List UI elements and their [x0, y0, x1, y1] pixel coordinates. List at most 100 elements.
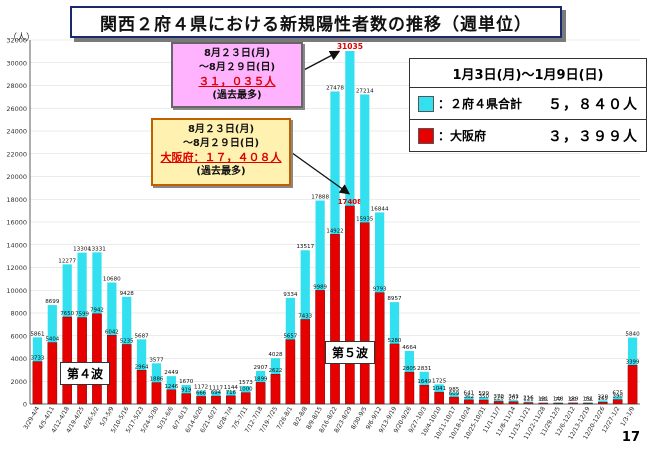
legend-row-osaka: ：大阪府 ３，３９９人 — [410, 120, 646, 151]
data-label-total: 1172 — [194, 385, 208, 391]
bar-osaka — [121, 344, 132, 405]
data-label-osaka: 226 — [494, 395, 505, 401]
bar-osaka — [478, 399, 489, 405]
y-axis: 0 2000 4000 6000 8000 10000 12000 14000 16000 180… — [6, 37, 31, 409]
data-label-total: 370 — [493, 394, 504, 400]
data-label-osaka: 1000 — [239, 387, 253, 393]
data-label-osaka: 17408 — [338, 198, 362, 206]
bar-osaka — [240, 392, 251, 405]
bar-osaka — [434, 391, 444, 405]
bar-osaka — [404, 371, 415, 405]
callout-osaka-value: 大阪府：１７，４０８人 — [160, 151, 282, 164]
data-label-osaka: 362 — [464, 394, 474, 400]
callout-osaka-line2: 〜8月２９日(日) — [182, 138, 260, 149]
data-label-total: 2907 — [253, 365, 268, 371]
bar-osaka — [374, 292, 385, 405]
y-tick-label: 24000 — [6, 128, 27, 136]
bar-osaka — [62, 316, 73, 405]
data-label-total: 341 — [508, 394, 519, 400]
data-label-total: 31035 — [337, 42, 363, 51]
callout-total-arrow — [299, 50, 341, 73]
legend-period: 1月3日(月)〜1月9日(日) — [410, 59, 646, 88]
bar-osaka — [389, 343, 400, 405]
data-label-total: 2831 — [417, 366, 432, 372]
bar-osaka — [315, 290, 325, 405]
data-label-total: 8699 — [45, 299, 60, 305]
data-label-osaka: 3733 — [31, 356, 45, 362]
bar-osaka — [449, 396, 459, 405]
data-label-total: 151 — [583, 396, 594, 402]
bar-osaka — [92, 313, 102, 405]
bar-osaka — [345, 205, 355, 405]
data-label-osaka: 7433 — [298, 313, 312, 319]
chart-bars: 5861 3733 8699 5404 12277 7650 13304 7599 13331 7… — [30, 42, 640, 405]
data-label-osaka: 1246 — [164, 384, 178, 390]
wave4-label: 第４波 — [60, 362, 111, 385]
bar-osaka — [151, 382, 162, 405]
legend-osaka-label: ：大阪府 — [438, 129, 487, 143]
legend-row-total: ：２府４県合計 ５，８４０人 — [410, 88, 646, 120]
data-label-total: 1117 — [209, 385, 224, 391]
data-label-total: 13517 — [296, 244, 314, 250]
callout-osaka-peak: 8月２３日(月) 〜8月２９日(日) 大阪府：１７，４０８人 (過去最多) — [151, 118, 291, 186]
data-label-total: 1144 — [224, 385, 239, 391]
data-label-total: 9334 — [283, 292, 298, 298]
data-label-total: 8957 — [387, 296, 402, 302]
data-label-osaka: 3399 — [626, 359, 640, 365]
data-label-osaka: 79 — [584, 397, 591, 403]
legend-total-label: ：２府４県合計 — [438, 97, 523, 111]
legend-osaka-value: ３，３９９人 — [548, 128, 638, 145]
data-label-total: 216 — [523, 396, 534, 402]
data-label-total: 4028 — [268, 352, 283, 358]
callout-total-note: (過去最多) — [212, 90, 262, 101]
wave5-label: 第５波 — [325, 341, 376, 364]
data-label-osaka: 1899 — [254, 376, 268, 382]
y-tick-label: 10000 — [6, 287, 27, 295]
data-label-osaka: 7942 — [90, 308, 104, 314]
y-tick-label: 16000 — [6, 219, 27, 227]
x-axis: 3/29-4/44/5-4/114/12-4/184/19-4/254/26-5… — [22, 403, 640, 441]
y-tick-label: 20000 — [6, 173, 27, 181]
data-label-total: 1573 — [239, 380, 254, 386]
y-tick-label: 22000 — [6, 150, 27, 158]
page-title: 関西２府４県における新規陽性者数の推移（週単位） — [70, 6, 562, 38]
data-label-osaka: 350 — [479, 394, 490, 400]
data-label-osaka: 7599 — [75, 312, 89, 318]
callout-total-line1: 8月２３日(月) — [203, 48, 271, 59]
data-label-total: 599 — [478, 391, 489, 397]
data-label-osaka: 5404 — [45, 337, 59, 343]
y-tick-label: 0 — [23, 401, 27, 409]
data-label-osaka: 1886 — [150, 377, 164, 383]
data-label-total: 641 — [464, 391, 475, 397]
data-label-osaka: 390 — [613, 394, 624, 400]
data-label-osaka: 207 — [508, 396, 518, 402]
page-number: 17 — [621, 430, 640, 445]
data-label-total: 675 — [612, 390, 623, 396]
x-tick-label: 1/3-1/9 — [619, 405, 636, 427]
legend-swatch-total — [418, 95, 434, 112]
data-label-osaka: 1041 — [432, 386, 446, 392]
bar-osaka — [181, 393, 192, 405]
callout-osaka-line1: 8月２３日(月) — [187, 124, 255, 135]
bar-osaka — [211, 395, 221, 405]
data-label-osaka: 609 — [449, 391, 460, 397]
bar-osaka — [627, 365, 638, 405]
data-label-total: 5861 — [30, 331, 45, 337]
data-label-total: 1725 — [432, 378, 447, 384]
data-label-osaka: 6042 — [105, 329, 119, 335]
data-label-osaka: 9793 — [373, 287, 387, 293]
data-label-osaka: 2964 — [135, 364, 149, 370]
data-label-osaka: 919 — [181, 388, 192, 394]
legend-swatch-osaka — [418, 127, 434, 144]
data-label-total: 27478 — [326, 85, 344, 91]
bar-osaka — [285, 339, 296, 405]
data-label-total: 16844 — [371, 206, 389, 212]
data-label-total: 139 — [568, 396, 579, 402]
data-label-osaka: 1649 — [417, 379, 431, 385]
bar-osaka — [330, 234, 340, 405]
callout-total-peak: 8月２３日(月) 〜8月２９日(日) ３１，０３５人 (過去最多) — [171, 42, 303, 108]
data-label-osaka: 716 — [226, 390, 237, 396]
bar-osaka — [300, 319, 311, 405]
data-label-total: 148 — [553, 396, 564, 402]
data-label-total: 13304 — [73, 247, 91, 253]
